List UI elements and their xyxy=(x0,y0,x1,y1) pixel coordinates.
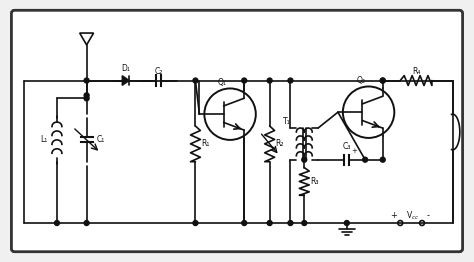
FancyBboxPatch shape xyxy=(11,10,463,252)
Circle shape xyxy=(242,221,246,226)
Polygon shape xyxy=(122,76,129,85)
Circle shape xyxy=(288,78,293,83)
Text: T₁: T₁ xyxy=(283,117,290,126)
Circle shape xyxy=(84,93,89,98)
Circle shape xyxy=(242,78,246,83)
Circle shape xyxy=(302,157,307,162)
Circle shape xyxy=(380,78,385,83)
Circle shape xyxy=(267,78,272,83)
Circle shape xyxy=(55,221,59,226)
Circle shape xyxy=(380,157,385,162)
Text: R₄: R₄ xyxy=(412,67,420,76)
Circle shape xyxy=(267,221,272,226)
Circle shape xyxy=(363,157,368,162)
Circle shape xyxy=(193,78,198,83)
Circle shape xyxy=(84,221,89,226)
Text: Q₂: Q₂ xyxy=(356,76,365,85)
Text: +: + xyxy=(351,148,357,154)
Text: R₂: R₂ xyxy=(275,139,284,148)
Circle shape xyxy=(344,221,349,226)
Text: C₂: C₂ xyxy=(155,67,163,76)
Circle shape xyxy=(84,96,89,101)
Circle shape xyxy=(302,221,307,226)
Circle shape xyxy=(288,221,293,226)
Text: R₃: R₃ xyxy=(310,177,319,186)
Text: Q₁: Q₁ xyxy=(218,78,227,87)
Text: -: - xyxy=(427,211,429,220)
Text: L₁: L₁ xyxy=(40,135,48,144)
Text: C₃: C₃ xyxy=(343,142,351,151)
Circle shape xyxy=(84,78,89,83)
Text: D₁: D₁ xyxy=(121,64,130,73)
Text: +: + xyxy=(390,211,397,220)
Text: R₁: R₁ xyxy=(201,139,210,148)
Text: V$_{cc}$: V$_{cc}$ xyxy=(406,209,419,222)
Circle shape xyxy=(380,78,385,83)
Circle shape xyxy=(193,221,198,226)
Text: C₁: C₁ xyxy=(96,135,105,144)
